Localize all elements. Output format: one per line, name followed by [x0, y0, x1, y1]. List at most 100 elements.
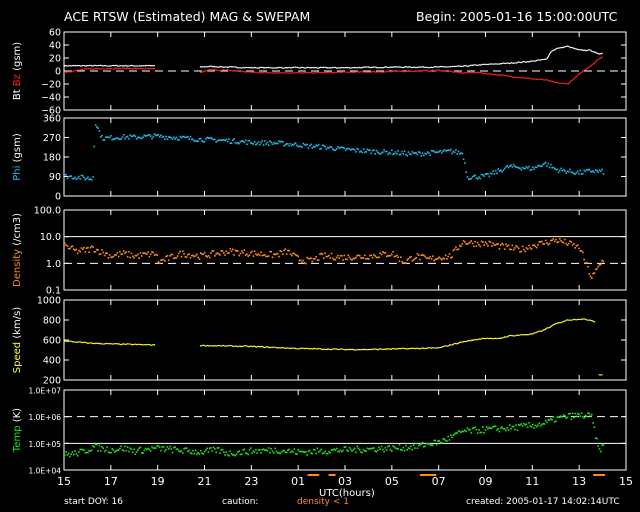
data-point [469, 428, 471, 431]
data-point [90, 178, 93, 181]
data-point [592, 170, 594, 172]
data-point [266, 449, 269, 452]
data-segment [498, 63, 501, 65]
data-point [69, 247, 71, 250]
data-point [424, 445, 426, 448]
data-point [308, 449, 311, 452]
data-point [70, 245, 73, 248]
data-point [78, 249, 80, 252]
data-point [466, 243, 469, 245]
data-point [384, 447, 387, 449]
data-point [360, 451, 362, 454]
data-point [103, 139, 106, 141]
data-point [320, 448, 323, 451]
data-segment [407, 66, 410, 68]
x-tick-label: 03 [338, 475, 352, 488]
data-point [471, 427, 474, 430]
data-point [582, 415, 584, 418]
data-point [442, 257, 444, 260]
data-point [261, 254, 264, 257]
data-point [457, 430, 460, 432]
data-point [353, 257, 356, 260]
data-point [396, 254, 398, 257]
data-point [457, 248, 460, 251]
data-segment [530, 77, 533, 80]
data-point [430, 149, 433, 152]
data-point [155, 447, 157, 449]
data-point [323, 257, 325, 259]
data-point [584, 262, 587, 264]
data-segment [406, 70, 409, 73]
data-point [101, 134, 103, 137]
data-point [178, 450, 180, 452]
data-point [166, 255, 169, 257]
data-point [321, 452, 324, 455]
data-point [390, 450, 393, 452]
data-segment [144, 67, 147, 70]
data-point [124, 137, 126, 140]
data-segment [308, 71, 311, 74]
data-point [437, 151, 439, 154]
x-tick-label: 11 [525, 475, 539, 488]
data-segment [267, 346, 270, 349]
data-point [426, 257, 429, 260]
data-point [399, 448, 402, 451]
data-point [302, 142, 305, 145]
data-point [148, 448, 151, 451]
data-point [548, 419, 551, 421]
data-point [441, 442, 443, 444]
data-point [406, 449, 408, 451]
data-point [596, 437, 598, 440]
data-point [591, 171, 593, 173]
data-point [411, 151, 414, 153]
data-segment [549, 325, 552, 328]
data-point [64, 242, 66, 245]
data-point [434, 258, 437, 261]
data-point [558, 416, 561, 419]
data-point [332, 449, 334, 451]
data-point [544, 239, 547, 242]
data-segment [463, 340, 466, 343]
data-point [247, 453, 249, 456]
data-point [433, 439, 435, 442]
data-point [369, 149, 371, 152]
data-segment [75, 69, 78, 72]
data-point [417, 151, 420, 153]
data-point [305, 144, 307, 146]
data-point [273, 452, 275, 454]
data-point [152, 136, 155, 138]
data-point [169, 136, 171, 138]
data-segment [256, 345, 258, 348]
data-point [465, 430, 467, 433]
data-point [349, 448, 352, 451]
data-point [248, 449, 251, 451]
data-point [74, 176, 76, 179]
data-point [274, 142, 276, 145]
data-point [596, 169, 598, 172]
data-point [183, 253, 185, 255]
data-segment [250, 66, 253, 69]
data-point [183, 447, 185, 450]
data-point [420, 254, 423, 256]
data-point [429, 256, 432, 258]
data-segment [599, 57, 602, 60]
data-segment [449, 344, 452, 346]
data-point [401, 150, 403, 153]
data-point [66, 454, 69, 456]
data-point [85, 247, 88, 250]
data-point [169, 445, 171, 448]
data-point [321, 144, 324, 147]
data-point [130, 252, 133, 255]
data-point [197, 451, 199, 454]
data-point [321, 253, 324, 255]
data-point [374, 153, 376, 155]
data-segment [334, 66, 337, 69]
data-point [378, 446, 380, 449]
data-point [496, 429, 498, 431]
data-point [530, 426, 533, 428]
data-segment [113, 67, 116, 70]
y-tick-label: 0 [55, 192, 61, 203]
y-tick-label: 200 [43, 376, 61, 387]
data-point [499, 169, 502, 172]
data-point [261, 449, 264, 451]
